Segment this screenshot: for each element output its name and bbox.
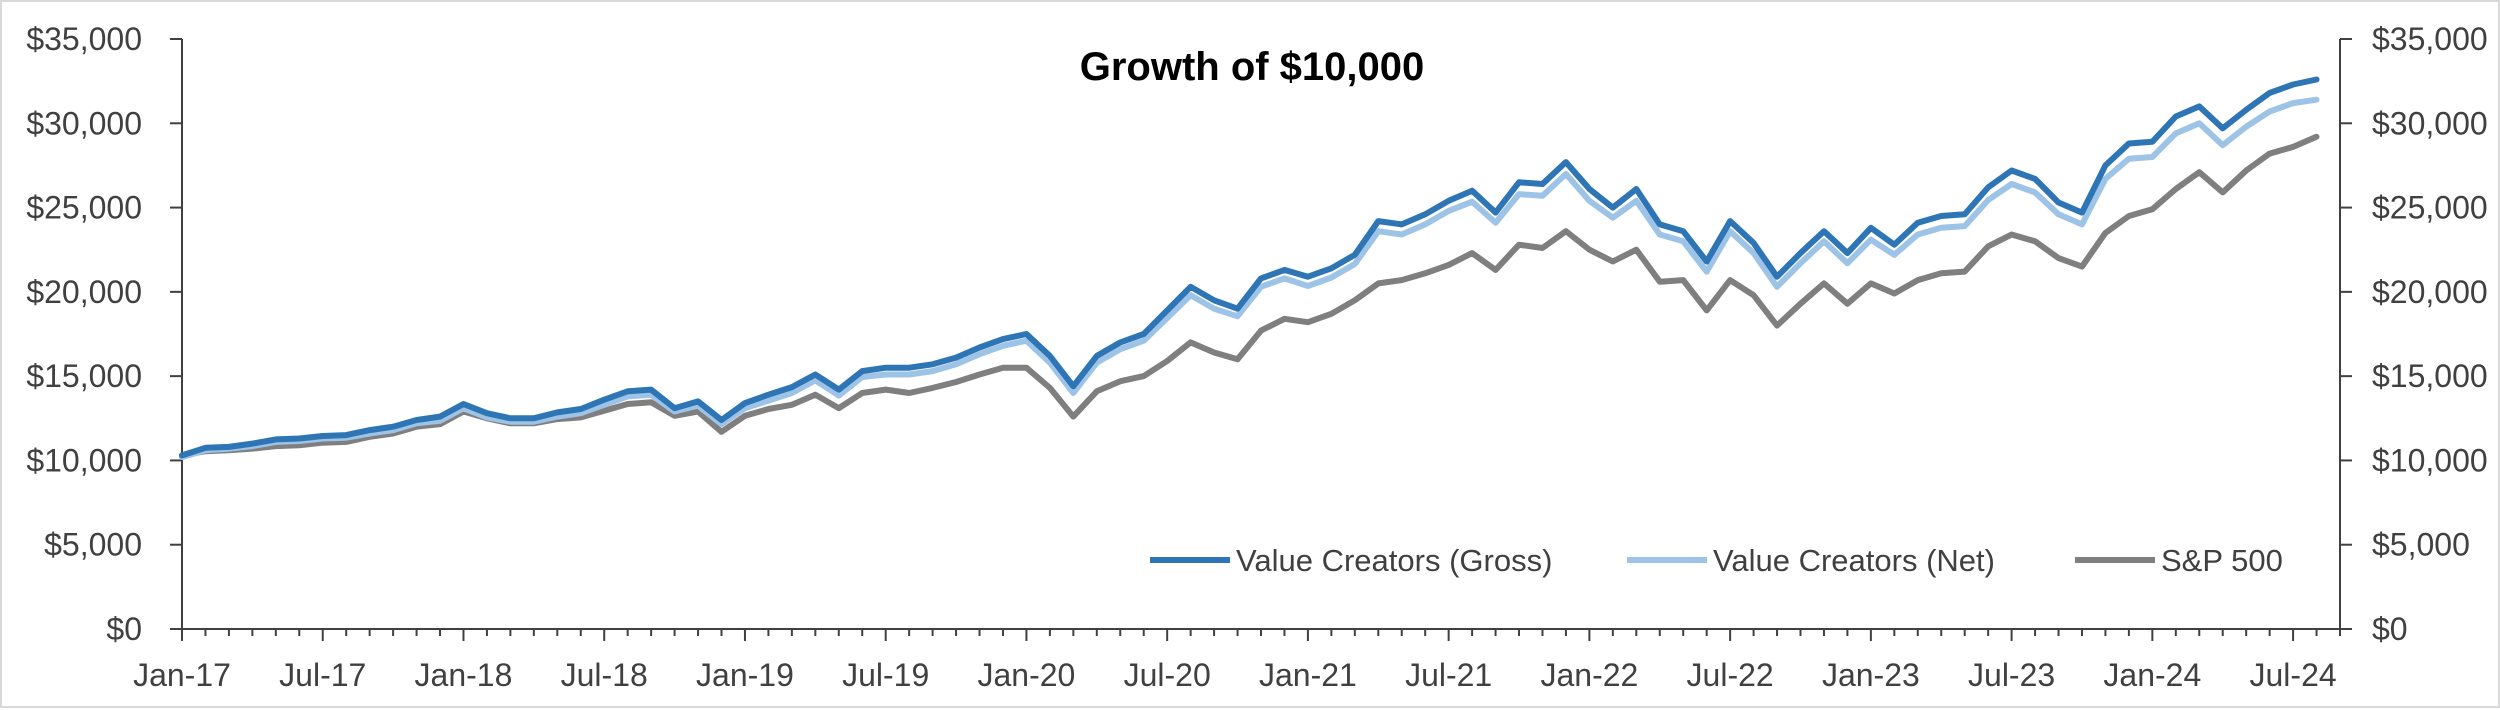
x-tick-label: Jul-18 bbox=[561, 657, 648, 693]
right-y-tick-label: $0 bbox=[2372, 611, 2408, 647]
x-tick-label: Jul-21 bbox=[1405, 657, 1492, 693]
axes bbox=[170, 38, 2352, 641]
legend: Value Creators (Gross) Value Creators (Ne… bbox=[1150, 543, 2283, 578]
right-y-tick-label: $35,000 bbox=[2372, 21, 2488, 57]
series-lines bbox=[179, 76, 2320, 461]
legend-label-gross: Value Creators (Gross) bbox=[1236, 543, 1552, 578]
left-y-tick-label: $35,000 bbox=[26, 21, 142, 57]
right-y-tick-label: $20,000 bbox=[2372, 274, 2488, 310]
legend-label-net: Value Creators (Net) bbox=[1713, 543, 1995, 578]
x-tick-label: Jan-18 bbox=[415, 657, 513, 693]
left-y-tick-label: $30,000 bbox=[26, 105, 142, 141]
left-y-tick-label: $5,000 bbox=[44, 527, 142, 563]
left-y-tick-label: $20,000 bbox=[26, 274, 142, 310]
tick-labels: $0 $0 $5,000 $5,000 $10,000 $10,000 $15,000 $15… bbox=[26, 21, 2487, 693]
x-tick-label: Jan-22 bbox=[1540, 657, 1638, 693]
x-tick-label: Jan-19 bbox=[696, 657, 794, 693]
right-y-tick-label: $10,000 bbox=[2372, 442, 2488, 478]
right-y-tick-label: $15,000 bbox=[2372, 358, 2488, 394]
x-tick-label: Jan-21 bbox=[1259, 657, 1357, 693]
series-line-net bbox=[179, 96, 2320, 461]
left-y-tick-label: $10,000 bbox=[26, 442, 142, 478]
x-tick-label: Jul-22 bbox=[1687, 657, 1774, 693]
x-tick-label: Jan-20 bbox=[978, 657, 1076, 693]
right-y-tick-label: $30,000 bbox=[2372, 105, 2488, 141]
right-y-tick-label: $5,000 bbox=[2372, 527, 2470, 563]
x-tick-label: Jul-23 bbox=[1968, 657, 2055, 693]
x-tick-label: Jul-24 bbox=[2250, 657, 2337, 693]
left-y-tick-label: $15,000 bbox=[26, 358, 142, 394]
left-y-tick-label: $0 bbox=[106, 611, 142, 647]
x-tick-label: Jan-23 bbox=[1822, 657, 1920, 693]
legend-label-sp500: S&P 500 bbox=[2161, 543, 2283, 578]
x-tick-label: Jan-24 bbox=[2103, 657, 2201, 693]
chart-title: Growth of $10,000 bbox=[1080, 45, 1425, 89]
series-line-gross bbox=[179, 76, 2320, 459]
right-y-tick-label: $25,000 bbox=[2372, 190, 2488, 226]
left-y-tick-label: $25,000 bbox=[26, 190, 142, 226]
x-tick-label: Jul-17 bbox=[279, 657, 366, 693]
x-tick-label: Jul-20 bbox=[1124, 657, 1211, 693]
x-tick-label: Jul-19 bbox=[842, 657, 929, 693]
x-tick-label: Jan-17 bbox=[133, 657, 231, 693]
